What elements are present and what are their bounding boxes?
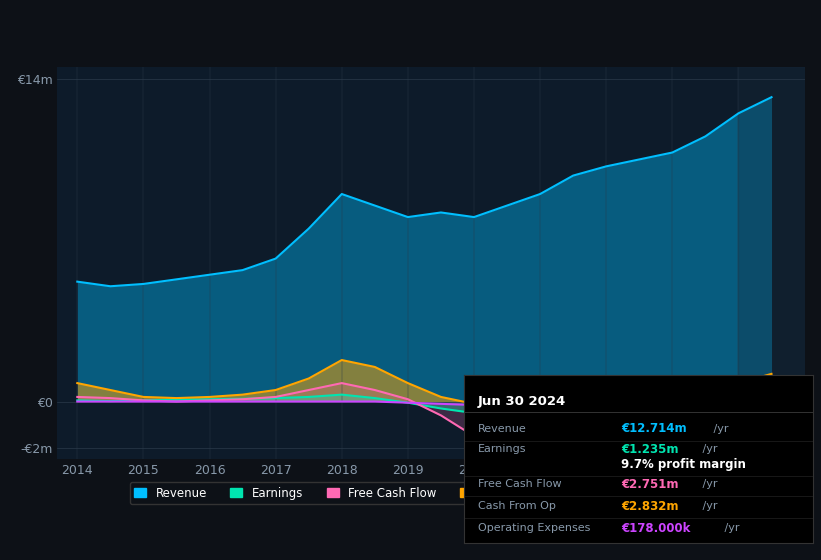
Text: €2.751m: €2.751m [621, 478, 678, 491]
Text: Cash From Op: Cash From Op [478, 501, 556, 511]
Text: Free Cash Flow: Free Cash Flow [478, 479, 562, 489]
Text: €178.000k: €178.000k [621, 521, 690, 535]
Text: Earnings: Earnings [478, 444, 526, 454]
Text: /yr: /yr [710, 424, 729, 434]
Text: /yr: /yr [722, 523, 740, 533]
Text: €12.714m: €12.714m [621, 422, 686, 436]
Text: /yr: /yr [699, 479, 718, 489]
Text: /yr: /yr [699, 444, 718, 454]
Text: Jun 30 2024: Jun 30 2024 [478, 395, 566, 408]
Text: €2.832m: €2.832m [621, 500, 678, 513]
Bar [738, 67, 805, 459]
Text: Operating Expenses: Operating Expenses [478, 523, 590, 533]
Text: €1.235m: €1.235m [621, 442, 678, 456]
Text: /yr: /yr [699, 501, 718, 511]
Legend: Revenue, Earnings, Free Cash Flow, Cash From Op, Operating Expenses: Revenue, Earnings, Free Cash Flow, Cash … [130, 482, 732, 504]
Text: 9.7% profit margin: 9.7% profit margin [621, 458, 745, 471]
Text: Revenue: Revenue [478, 424, 526, 434]
